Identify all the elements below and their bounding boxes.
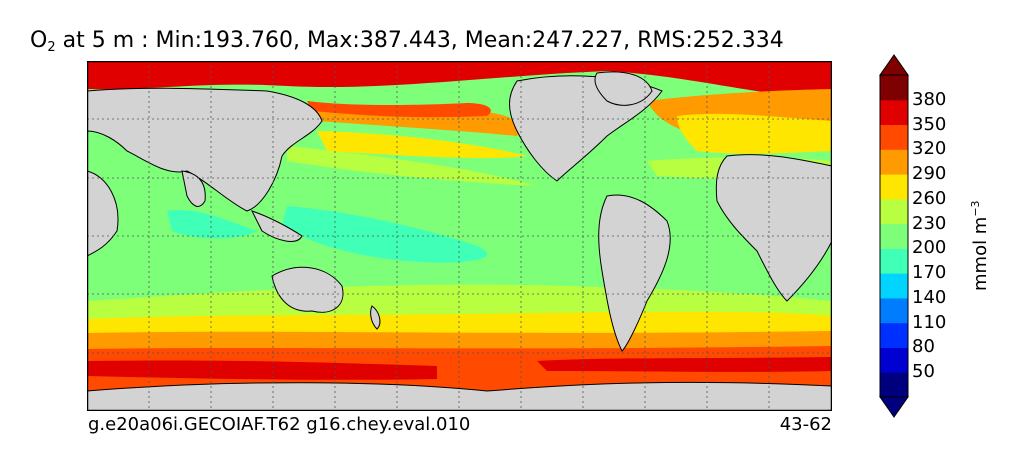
colorbar-tick-label: 230 — [912, 212, 947, 234]
years-label: 43-62 — [779, 414, 832, 435]
map-title: O2 at 5 m : Min:193.760, Max:387.443, Me… — [30, 28, 784, 55]
colorbar-frame — [879, 74, 909, 398]
land-samerica — [598, 194, 671, 352]
colorbar-tick-label: 260 — [912, 187, 947, 209]
colorbar-extend-min — [879, 396, 909, 418]
ocean-map — [87, 61, 832, 411]
colorbar-segment — [880, 124, 908, 150]
colorbar-extend-max — [879, 54, 909, 76]
land-africa — [715, 154, 832, 302]
colorbar-segment — [880, 75, 908, 101]
map-frame — [87, 61, 832, 411]
band-pac-teal — [282, 206, 488, 263]
land-australia — [271, 266, 344, 313]
colorbar-tick-label: 320 — [912, 138, 947, 160]
units-base: mmol m — [970, 216, 991, 291]
colorbar-tick-label: 350 — [912, 113, 947, 135]
land-nz — [370, 305, 381, 330]
colorbar-segment — [880, 297, 908, 324]
land-india — [181, 170, 206, 207]
colorbar — [870, 50, 930, 422]
land-antarctica — [87, 381, 832, 411]
colorbar-tick-label: 140 — [912, 286, 947, 308]
title-stats: at 5 m : Min:193.760, Max:387.443, Mean:… — [62, 28, 784, 53]
colorbar-tick-label: 380 — [912, 88, 947, 110]
band-north-pac-yellow — [317, 131, 527, 159]
land-africa-west — [87, 170, 119, 257]
land-seasia — [251, 210, 303, 242]
units-label: mmol m−3 — [969, 200, 991, 291]
colorbar-segment — [880, 248, 908, 274]
colorbar-segment — [880, 99, 908, 126]
colorbar-segment — [880, 174, 908, 200]
colorbar-tick-label: 110 — [912, 311, 947, 333]
colorbar-segment — [880, 223, 908, 249]
colorbar-tick-label: 290 — [912, 163, 947, 185]
run-id-label: g.e20a06i.GECOIAF.T62 g16.chey.eval.010 — [88, 414, 471, 435]
colorbar-segment — [880, 322, 908, 348]
colorbar-tick-label: 200 — [912, 237, 947, 259]
colorbar-segment — [880, 347, 908, 373]
colorbar-segment — [880, 149, 908, 175]
colorbar-tick-label: 80 — [912, 336, 935, 358]
gridlines — [87, 61, 832, 411]
title-variable: O — [30, 28, 48, 53]
units-exponent: −3 — [969, 200, 982, 217]
colorbar-segment — [880, 372, 908, 398]
colorbar-tick-label: 170 — [912, 262, 947, 284]
colorbar-tick-label: 50 — [912, 361, 935, 383]
colorbar-segment — [880, 198, 908, 225]
band-south-red — [87, 360, 437, 380]
band-north-orangered — [307, 101, 491, 118]
band-indo-teal — [167, 210, 257, 239]
land-greenland — [594, 71, 653, 106]
band-north-lime — [287, 146, 537, 186]
band-atl-yellow — [677, 113, 832, 154]
band-south-red-2 — [537, 357, 832, 372]
colorbar-segment — [880, 273, 908, 299]
title-subscript: 2 — [47, 40, 56, 55]
